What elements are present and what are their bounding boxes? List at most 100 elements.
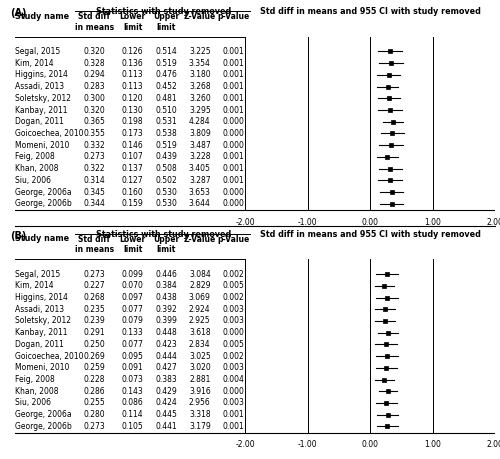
Text: 0.001: 0.001	[222, 176, 244, 185]
Text: 3.268: 3.268	[189, 82, 210, 91]
Text: 0.268: 0.268	[84, 293, 105, 302]
Text: 0.000: 0.000	[222, 199, 244, 208]
Text: p-Value: p-Value	[218, 235, 250, 244]
Text: Siu, 2006: Siu, 2006	[15, 176, 51, 185]
Text: Assadi, 2013: Assadi, 2013	[15, 305, 64, 313]
Text: 0.439: 0.439	[156, 152, 177, 162]
Text: 0.105: 0.105	[122, 422, 144, 431]
Text: George, 2006b: George, 2006b	[15, 199, 72, 208]
Text: 0.002: 0.002	[222, 293, 244, 302]
Text: 0.113: 0.113	[122, 82, 144, 91]
Text: George, 2006a: George, 2006a	[15, 410, 72, 419]
Text: 0.280: 0.280	[84, 410, 105, 419]
Text: 0.227: 0.227	[84, 281, 105, 290]
Text: 3.916: 3.916	[189, 387, 210, 396]
Text: 3.809: 3.809	[189, 129, 210, 138]
Text: 2.924: 2.924	[189, 305, 210, 313]
Text: 0.286: 0.286	[84, 387, 105, 396]
Text: 0.001: 0.001	[222, 47, 244, 56]
Text: Upper
limit: Upper limit	[153, 12, 180, 32]
Text: 3.487: 3.487	[189, 141, 210, 150]
Text: Goicoechea, 2010: Goicoechea, 2010	[15, 352, 84, 361]
Text: 0.508: 0.508	[156, 164, 177, 173]
Text: (B): (B)	[10, 231, 26, 241]
Text: 0.001: 0.001	[222, 422, 244, 431]
Text: Assadi, 2013: Assadi, 2013	[15, 82, 64, 91]
Text: 3.069: 3.069	[189, 293, 210, 302]
Text: 0.429: 0.429	[156, 387, 177, 396]
Text: Goicoechea, 2010: Goicoechea, 2010	[15, 129, 84, 138]
Text: 0.001: 0.001	[222, 59, 244, 67]
Text: Study name: Study name	[15, 11, 69, 21]
Text: 0.077: 0.077	[122, 340, 144, 349]
Text: 0.344: 0.344	[84, 199, 105, 208]
Text: 0.113: 0.113	[122, 70, 144, 79]
Text: 0.086: 0.086	[122, 398, 144, 408]
Text: 0.519: 0.519	[156, 141, 177, 150]
Text: 0.005: 0.005	[222, 281, 244, 290]
Text: 0.070: 0.070	[122, 281, 144, 290]
Text: 0.392: 0.392	[156, 305, 177, 313]
Text: 0.099: 0.099	[122, 269, 144, 279]
Text: 0.441: 0.441	[156, 422, 177, 431]
Text: 3.653: 3.653	[189, 188, 210, 196]
Text: 0.320: 0.320	[84, 106, 105, 115]
Text: 0.004: 0.004	[222, 375, 244, 384]
Text: 3.180: 3.180	[189, 70, 210, 79]
Text: 0.283: 0.283	[84, 82, 105, 91]
Text: Lower
limit: Lower limit	[120, 235, 146, 254]
Text: 0.273: 0.273	[84, 422, 105, 431]
Text: 2.829: 2.829	[189, 281, 210, 290]
Text: Feig, 2008: Feig, 2008	[15, 152, 55, 162]
Text: 0.239: 0.239	[84, 316, 105, 325]
Text: 0.137: 0.137	[122, 164, 144, 173]
Text: 0.476: 0.476	[156, 70, 177, 79]
Text: 0.120: 0.120	[122, 94, 144, 103]
Text: 0.322: 0.322	[84, 164, 105, 173]
Text: Dogan, 2011: Dogan, 2011	[15, 117, 64, 126]
Text: 0.097: 0.097	[122, 293, 144, 302]
Text: Momeni, 2010: Momeni, 2010	[15, 141, 70, 150]
Text: Statistics with study removed: Statistics with study removed	[96, 230, 232, 239]
Text: -2.00: -2.00	[236, 441, 255, 449]
Text: 0.300: 0.300	[84, 94, 105, 103]
Text: 0.133: 0.133	[122, 328, 144, 337]
Text: 0.079: 0.079	[122, 316, 144, 325]
Text: 0.114: 0.114	[122, 410, 144, 419]
Text: 0.143: 0.143	[122, 387, 144, 396]
Text: 0.291: 0.291	[84, 328, 105, 337]
Text: 0.332: 0.332	[84, 141, 105, 150]
Text: 3.225: 3.225	[189, 47, 210, 56]
Text: Feig, 2008: Feig, 2008	[15, 375, 55, 384]
Text: 0.355: 0.355	[84, 129, 105, 138]
Text: 3.084: 3.084	[189, 269, 210, 279]
Text: 0.514: 0.514	[156, 47, 177, 56]
Text: Std diff
in means: Std diff in means	[74, 12, 114, 32]
Text: 0.136: 0.136	[122, 59, 144, 67]
Text: 2.00: 2.00	[486, 441, 500, 449]
Text: 3.179: 3.179	[189, 422, 210, 431]
Text: 3.318: 3.318	[189, 410, 210, 419]
Text: 0.005: 0.005	[222, 340, 244, 349]
Text: Segal, 2015: Segal, 2015	[15, 47, 60, 56]
Text: 0.146: 0.146	[122, 141, 144, 150]
Text: 0.255: 0.255	[84, 398, 105, 408]
Text: 2.881: 2.881	[189, 375, 210, 384]
Text: 1.00: 1.00	[424, 441, 441, 449]
Text: 0.320: 0.320	[84, 47, 105, 56]
Text: 3.287: 3.287	[189, 176, 210, 185]
Text: Momeni, 2010: Momeni, 2010	[15, 364, 70, 372]
Text: 0.095: 0.095	[122, 352, 144, 361]
Text: 3.228: 3.228	[189, 152, 210, 162]
Text: 0.510: 0.510	[156, 106, 177, 115]
Text: 0.269: 0.269	[84, 352, 105, 361]
Text: 0.448: 0.448	[156, 328, 177, 337]
Text: Z-Value: Z-Value	[184, 235, 216, 244]
Text: Kanbay, 2011: Kanbay, 2011	[15, 106, 68, 115]
Text: 0.001: 0.001	[222, 410, 244, 419]
Text: 0.273: 0.273	[84, 152, 105, 162]
Text: 0.384: 0.384	[156, 281, 177, 290]
Text: 0.160: 0.160	[122, 188, 144, 196]
Text: Statistics with study removed: Statistics with study removed	[96, 7, 232, 16]
Text: 0.502: 0.502	[156, 176, 177, 185]
